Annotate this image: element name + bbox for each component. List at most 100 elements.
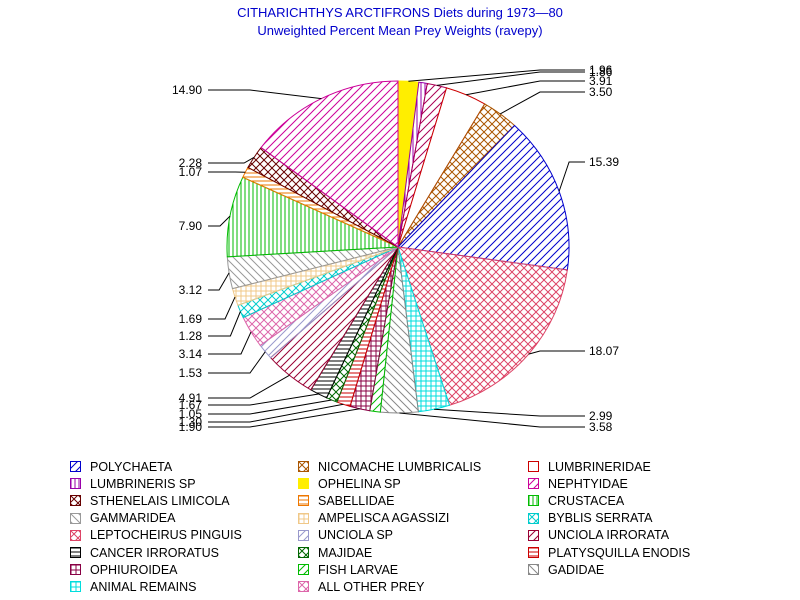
legend-item: STHENELAIS LIMICOLA <box>70 492 230 509</box>
legend-item: AMPELISCA AGASSIZI <box>298 510 449 527</box>
legend-label: SABELLIDAE <box>318 493 395 508</box>
legend-label: LUMBRINERIDAE <box>548 459 651 474</box>
legend-label: OPHIUROIDEA <box>90 562 178 577</box>
legend-swatch <box>528 512 539 524</box>
data-label: 1.69 <box>179 312 203 326</box>
legend-label: CANCER IRRORATUS <box>90 545 219 560</box>
legend-label: FISH LARVAE <box>318 562 399 577</box>
legend-item: CRUSTACEA <box>528 492 624 509</box>
leader-line <box>499 91 585 115</box>
legend-label: CRUSTACEA <box>548 493 625 508</box>
legend-item: CANCER IRRORATUS <box>70 544 219 561</box>
leader-line <box>208 393 319 406</box>
legend-item: BYBLIS SERRATA <box>528 510 652 527</box>
legend-item: PLATYSQUILLA ENODIS <box>528 544 690 561</box>
leader-line <box>558 161 585 192</box>
legend-label: LEPTOCHEIRUS PINGUIS <box>90 528 242 543</box>
leader-line <box>528 350 585 355</box>
legend-item: ALL OTHER PREY <box>298 578 425 595</box>
data-label: 15.39 <box>589 155 619 169</box>
data-label: 1.28 <box>179 329 203 343</box>
leader-line <box>408 69 585 82</box>
legend-swatch <box>528 495 539 507</box>
data-label: 14.90 <box>172 83 202 97</box>
legend-item: FISH LARVAE <box>298 561 398 578</box>
legend-swatch <box>70 512 81 524</box>
chart-title: CITHARICHTHYS ARCTIFRONS Diets during 19… <box>237 5 563 20</box>
data-label: 1.86 <box>589 65 613 79</box>
leader-line <box>208 399 332 415</box>
data-label: 1.96 <box>589 63 613 77</box>
leader-line <box>436 71 585 86</box>
legend-swatch <box>70 581 81 593</box>
leader-line <box>434 408 585 417</box>
leader-line <box>208 272 230 291</box>
legend-item: ANIMAL REMAINS <box>70 578 197 595</box>
legend-item: GADIDAE <box>528 561 604 578</box>
data-label: 3.12 <box>179 283 203 297</box>
legend-swatch <box>528 478 539 490</box>
leader-line <box>208 311 241 337</box>
data-label: 1.90 <box>179 420 203 434</box>
data-label: 3.50 <box>589 85 613 99</box>
data-label: 7.90 <box>179 219 203 233</box>
data-label: 2.28 <box>179 156 203 170</box>
legend-swatch <box>298 512 309 524</box>
leader-line <box>208 408 360 428</box>
legend-swatch <box>298 547 309 558</box>
legend-item: LUMBRINERIDAE <box>528 458 651 475</box>
legend-swatch <box>528 564 539 576</box>
legend-label: UNCIOLA SP <box>318 528 394 543</box>
legend-item: UNCIOLA IRRORATA <box>528 527 669 544</box>
leader-line <box>208 296 236 320</box>
leader-line <box>208 331 252 355</box>
legend-item: LEPTOCHEIRUS PINGUIS <box>70 527 242 544</box>
pie-slice-polychaeta <box>396 124 570 271</box>
chart-subtitle: Unweighted Percent Mean Prey Weights (ra… <box>257 23 543 38</box>
legend-item: POLYCHAETA <box>70 458 172 475</box>
legend-label: MAJIDAE <box>318 545 373 560</box>
legend-label: GAMMARIDEA <box>90 511 176 526</box>
legend-swatch <box>528 547 539 558</box>
legend-label: PLATYSQUILLA ENODIS <box>548 545 691 560</box>
leader-line <box>466 80 585 96</box>
legend-item: NEPHTYIDAE <box>528 475 628 492</box>
legend-item: MAJIDAE <box>298 544 372 561</box>
leader-line <box>208 403 344 423</box>
legend-swatch <box>298 461 309 472</box>
data-label: 3.91 <box>589 74 613 88</box>
legend-swatch <box>528 529 539 541</box>
leader-line <box>208 351 266 374</box>
legend-swatch <box>70 564 81 576</box>
pie-slice-nephtyidae <box>260 80 399 248</box>
legend-label: OPHELINA SP <box>318 476 401 491</box>
leader-line <box>208 215 231 227</box>
leader-line <box>208 89 322 100</box>
legend-swatch <box>298 495 309 507</box>
legend-swatch <box>70 495 81 507</box>
legend-label: NICOMACHE LUMBRICALIS <box>318 459 482 474</box>
legend-swatch <box>528 461 539 472</box>
legend-label: NEPHTYIDAE <box>548 476 628 491</box>
data-label: 4.91 <box>179 391 203 405</box>
legend-swatch <box>298 564 309 576</box>
legend-label: POLYCHAETA <box>90 459 173 474</box>
legend-label: GADIDAE <box>548 562 605 577</box>
legend-item: UNCIOLA SP <box>298 527 393 544</box>
legend-item: OPHIUROIDEA <box>70 561 178 578</box>
legend-swatch <box>70 529 81 541</box>
legend-swatch <box>298 581 309 593</box>
legend-item: LUMBRINERIS SP <box>70 475 196 492</box>
data-label: 3.58 <box>589 420 613 434</box>
data-label: 18.07 <box>589 344 619 358</box>
leader-line <box>208 156 255 164</box>
legend-item: SABELLIDAE <box>298 492 394 509</box>
legend-swatch <box>298 529 309 541</box>
legend-item: GAMMARIDEA <box>70 510 175 527</box>
legend-label: UNCIOLA IRRORATA <box>548 528 670 543</box>
legend-label: LUMBRINERIS SP <box>90 476 196 491</box>
legend-label: ANIMAL REMAINS <box>90 579 197 594</box>
data-label: 1.30 <box>179 415 203 429</box>
legend-label: BYBLIS SERRATA <box>548 511 653 526</box>
legend-swatch <box>70 547 81 558</box>
